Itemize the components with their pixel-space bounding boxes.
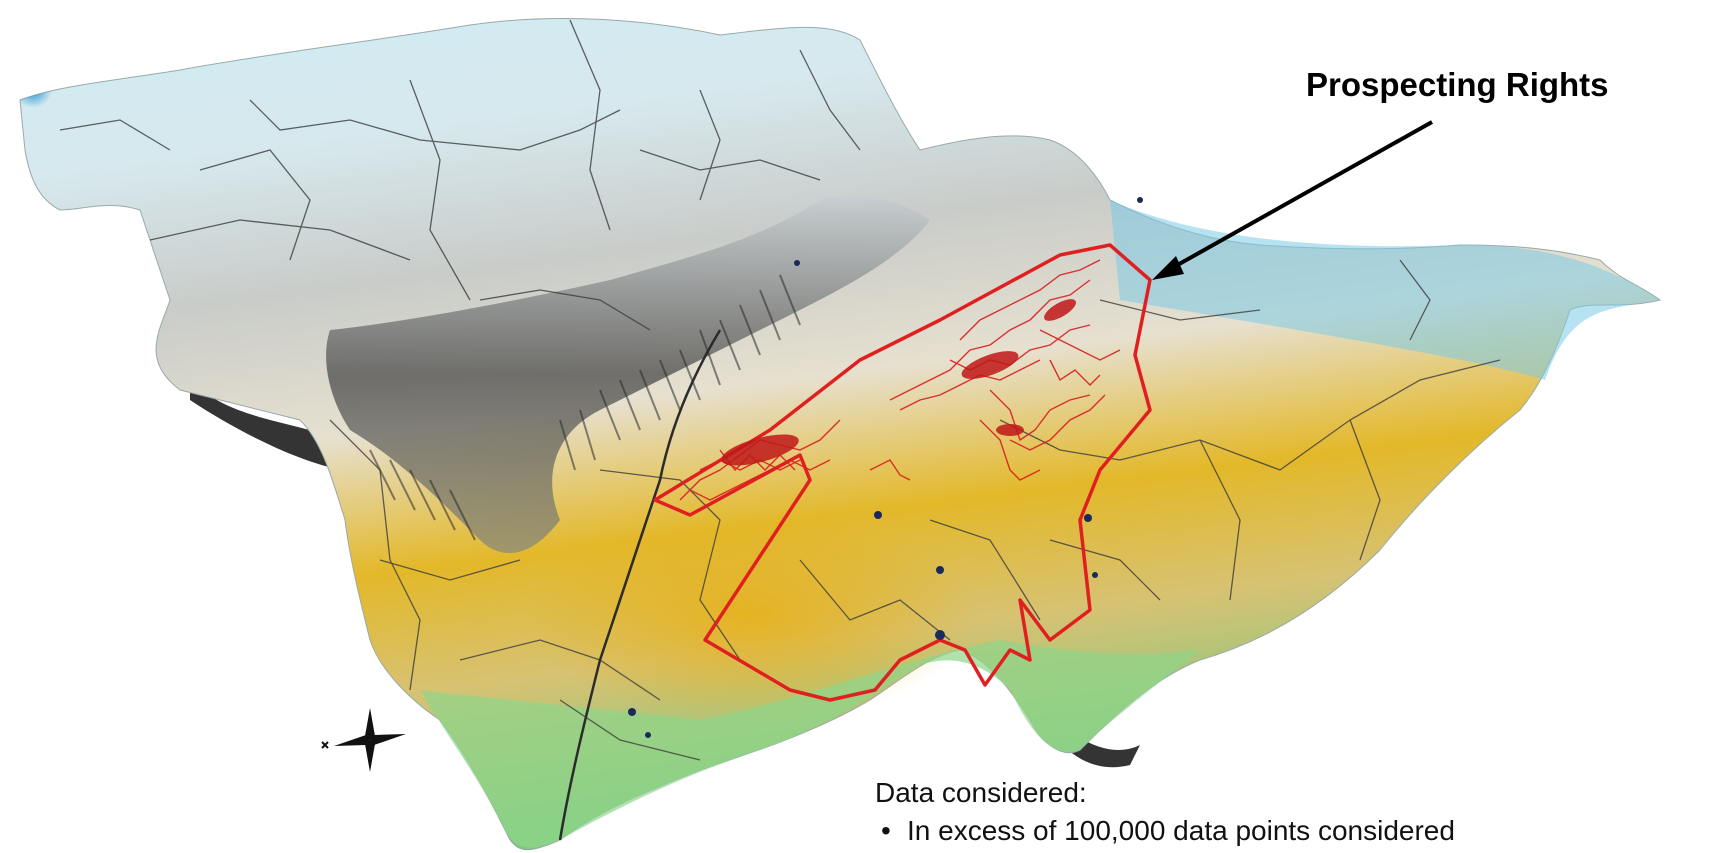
borehole-markers <box>628 197 1143 738</box>
callout-arrow <box>1152 120 1433 280</box>
notes-list: In excess of 100,000 data points conside… <box>875 812 1455 850</box>
notes-heading: Data considered: <box>875 777 1087 808</box>
prospecting-rights-boundary <box>653 243 1152 702</box>
sample-clusters <box>721 299 1076 466</box>
escarpment-ridge <box>326 196 930 554</box>
terrain-green-south <box>420 640 1200 848</box>
compass-arrow-icon <box>321 708 406 772</box>
escarpment-striations <box>369 274 801 541</box>
cadastral-boundaries <box>59 19 1501 761</box>
data-notes: Data considered: In excess of 100,000 da… <box>875 774 1455 850</box>
notes-bullet: In excess of 100,000 data points conside… <box>875 812 1455 850</box>
prospecting-rights-label: Prospecting Rights <box>1306 66 1609 103</box>
terrain-east-blue <box>1110 200 1660 380</box>
fault-line <box>558 329 722 841</box>
terrain-highland-blue <box>20 70 180 210</box>
